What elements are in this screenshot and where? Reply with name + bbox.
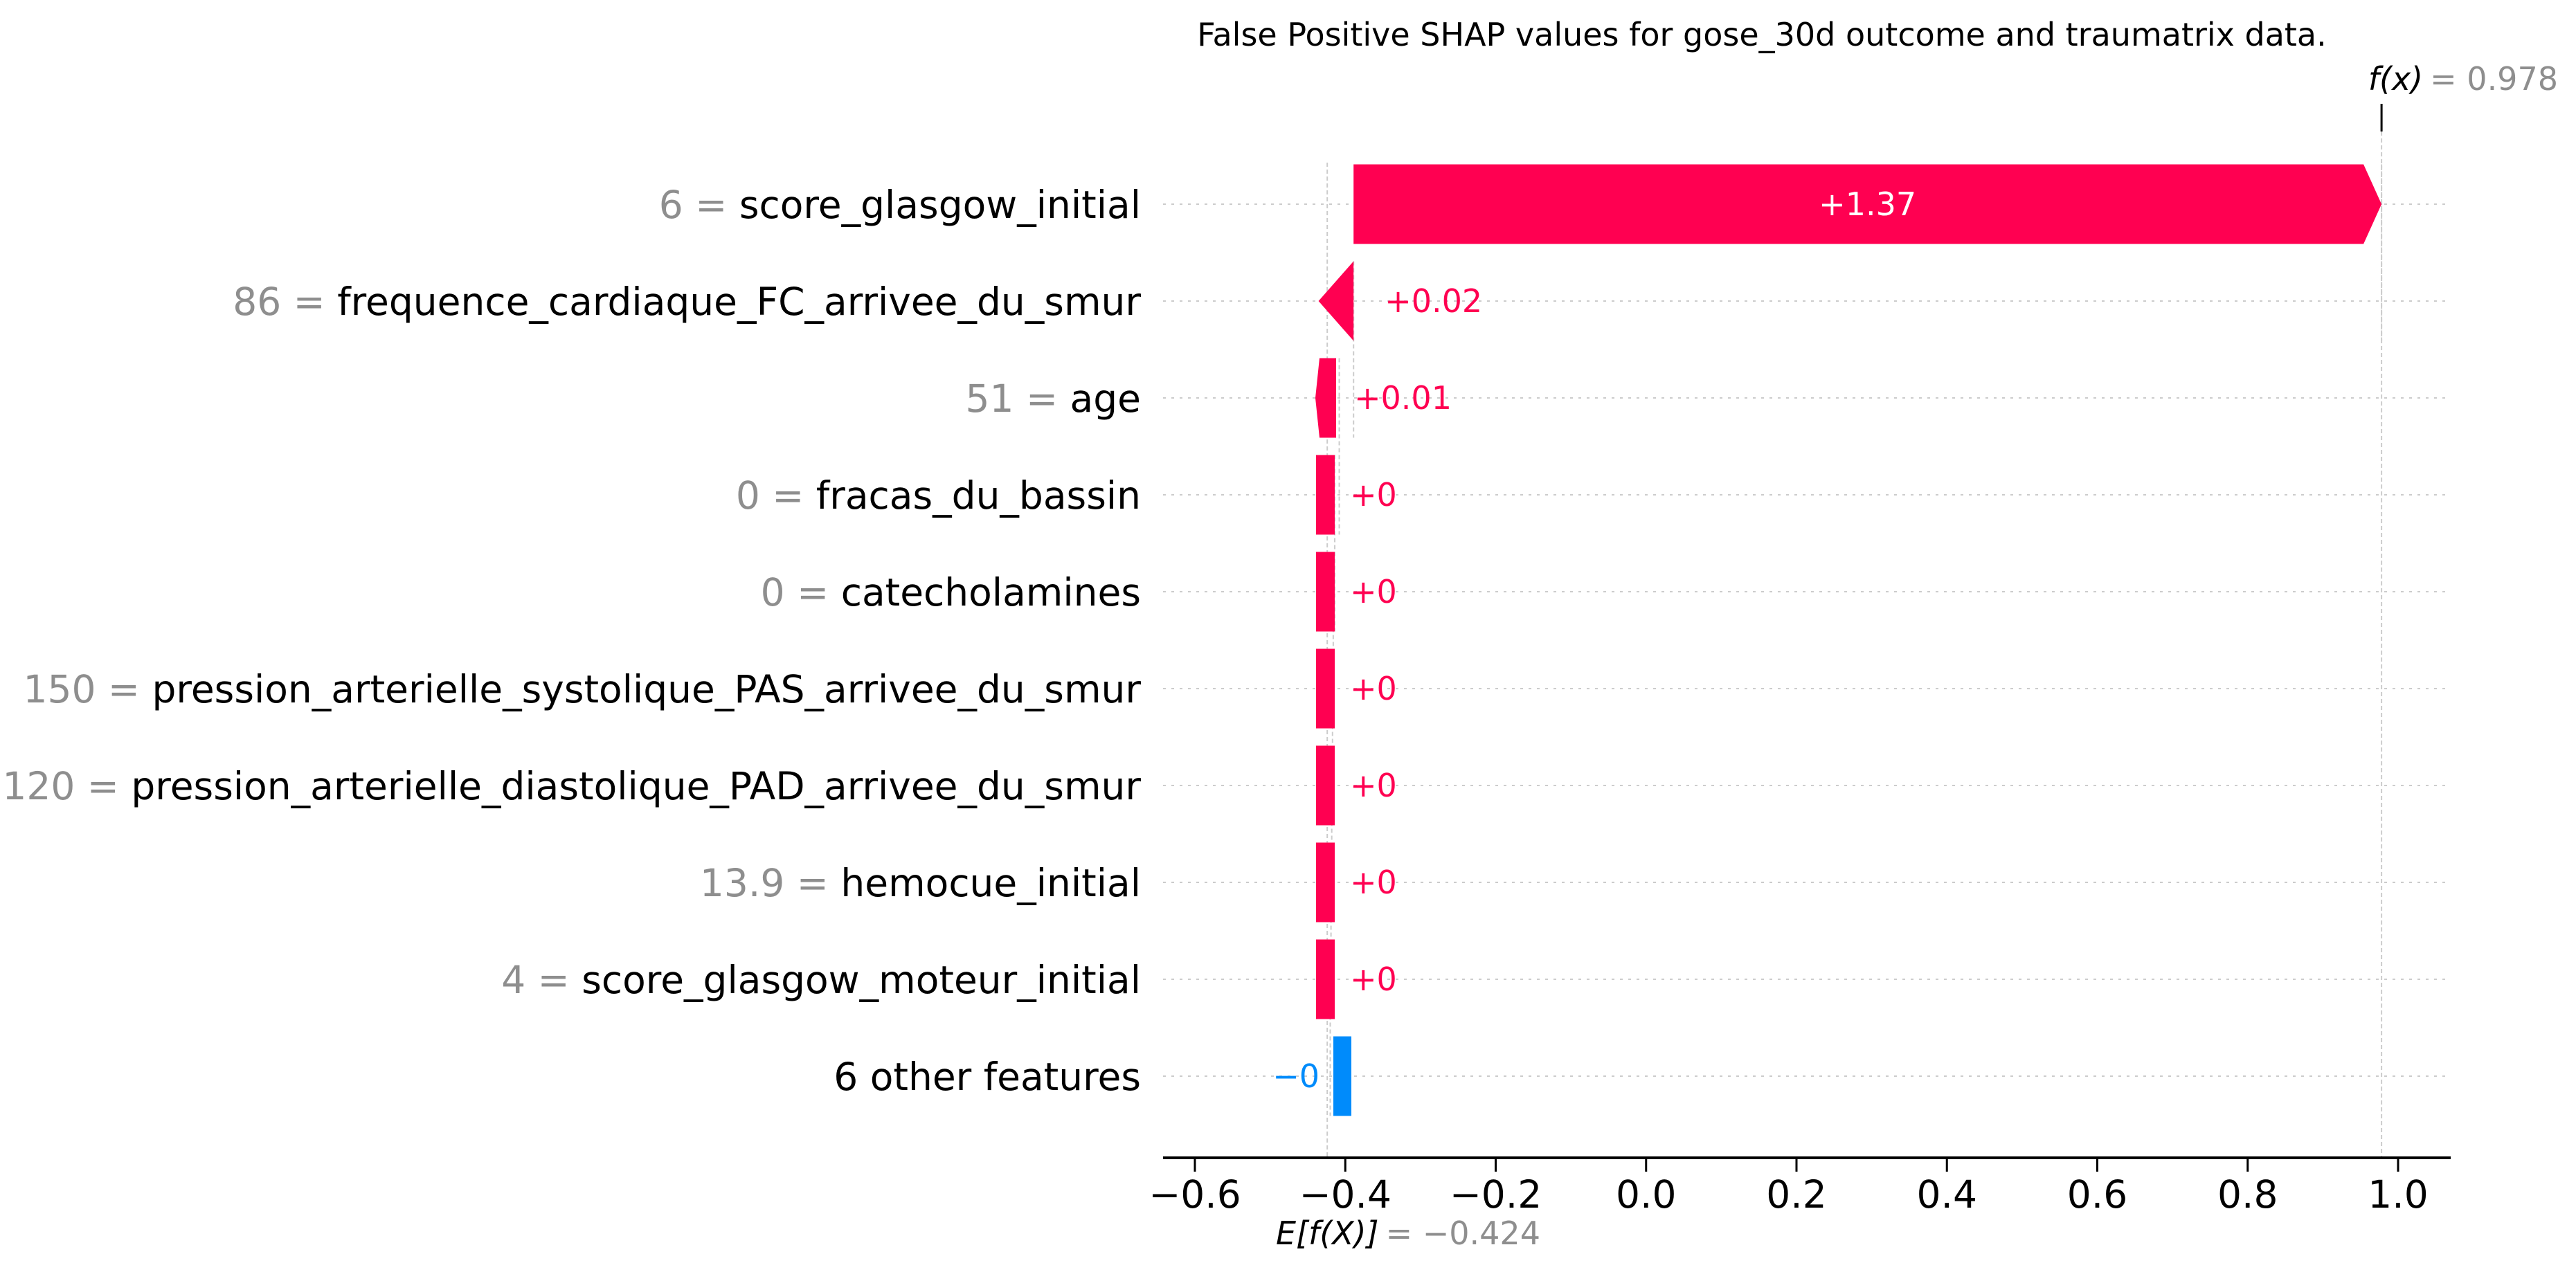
bar-2 (1318, 261, 1354, 341)
x-tick-label: −0.2 (1450, 1172, 1542, 1217)
bar-3 (1315, 358, 1336, 438)
efx-label: E[f(X)] = −0.424 (1276, 1215, 1540, 1252)
feature-value: 4 (501, 958, 525, 1002)
bar-value-label: +0 (1350, 670, 1397, 707)
x-axis: −0.6 −0.4 −0.2 0.0 0.2 0.4 0.6 0.8 1.0 (1149, 1156, 2451, 1217)
feature-name: frequence_cardiaque_FC_arrivee_du_smur (337, 280, 1141, 324)
feature-value: 120 (2, 764, 75, 808)
feature-label: 6 other features (834, 1055, 1141, 1099)
equals-sign: = (784, 861, 840, 905)
feature-labels: 6 = score_glasgow_initial 86 = frequence_… (2, 183, 1141, 1099)
fx-label: f(x) = 0.978 (2368, 60, 2558, 98)
x-ticks: −0.6 −0.4 −0.2 0.0 0.2 0.4 0.6 0.8 1.0 (1149, 1158, 2429, 1217)
equals-sign: = (75, 764, 131, 808)
feature-label: 13.9 = hemocue_initial (700, 861, 1141, 905)
feature-name: catecholamines (841, 570, 1141, 615)
equals-sign: = (683, 183, 739, 227)
x-tick-label: −0.4 (1299, 1172, 1391, 1217)
bar-5 (1316, 552, 1335, 632)
bar-value-label: +0 (1350, 767, 1397, 804)
bar-value-label: −0 (1272, 1057, 1319, 1095)
feature-label: 150 = pression_arterielle_systolique_PAS… (23, 667, 1141, 711)
reference-lines (1326, 104, 2383, 1158)
bar-value-label: +0.02 (1385, 282, 1482, 320)
equals-sign: = (760, 473, 816, 518)
feature-name: 6 other features (834, 1055, 1141, 1099)
bar-6 (1316, 648, 1335, 729)
feature-label: 0 = fracas_du_bassin (736, 473, 1141, 518)
feature-name: pression_arterielle_diastolique_PAD_arri… (131, 764, 1141, 808)
grid-lines (1163, 203, 2451, 1077)
bar-8 (1316, 842, 1335, 923)
feature-label: 0 = catecholamines (761, 570, 1141, 615)
equals-sign: = (96, 667, 152, 711)
bar-value-label: +1.37 (1819, 185, 1916, 223)
feature-value: 0 (736, 473, 760, 518)
bar-10 (1333, 1036, 1351, 1116)
feature-name: hemocue_initial (840, 861, 1141, 905)
efx-annotation: E[f(X)] = −0.424 (1276, 1215, 1540, 1252)
x-tick-label: 0.2 (1766, 1172, 1826, 1217)
feature-label: 86 = frequence_cardiaque_FC_arrivee_du_s… (233, 280, 1141, 324)
feature-label: 4 = score_glasgow_moteur_initial (501, 958, 1141, 1002)
chart-title: False Positive SHAP values for gose_30d … (1197, 16, 2327, 53)
x-tick-label: 0.8 (2217, 1172, 2278, 1217)
equals-sign: = (525, 958, 582, 1002)
bar-4 (1316, 455, 1335, 535)
bar-value-label: +0 (1350, 864, 1397, 901)
x-tick-label: 1.0 (2368, 1172, 2428, 1217)
feature-label: 51 = age (965, 376, 1141, 421)
bar-value-label: +0 (1350, 573, 1397, 610)
equals-sign: = (281, 280, 337, 324)
feature-name: score_glasgow_moteur_initial (582, 958, 1141, 1002)
bar-value-label: +0 (1350, 476, 1397, 514)
feature-name: fracas_du_bassin (816, 473, 1141, 518)
equals-sign: = (785, 570, 841, 615)
x-tick-label: 0.4 (1917, 1172, 1977, 1217)
feature-value: 13.9 (700, 861, 784, 905)
bar-1 (1353, 164, 2382, 244)
feature-value: 150 (23, 667, 96, 711)
feature-label: 6 = score_glasgow_initial (659, 183, 1141, 227)
feature-value: 0 (761, 570, 785, 615)
x-tick-label: 0.6 (2067, 1172, 2127, 1217)
feature-name: score_glasgow_initial (739, 183, 1141, 227)
bar-7 (1316, 745, 1335, 826)
fx-annotation: f(x) = 0.978 (2368, 60, 2558, 98)
equals-sign: = (1014, 376, 1070, 421)
x-tick-label: −0.6 (1149, 1172, 1241, 1217)
bar-labels: +1.37 +0.02 +0.01 +0 +0 +0 +0 +0 +0 −0 (1272, 185, 1916, 1095)
feature-value: 51 (965, 376, 1014, 421)
feature-value: 6 (659, 183, 683, 227)
feature-name: age (1070, 376, 1141, 421)
feature-name: pression_arterielle_systolique_PAS_arriv… (152, 667, 1142, 711)
bar-9 (1316, 939, 1335, 1019)
bar-value-label: +0.01 (1354, 379, 1452, 417)
x-tick-label: 0.0 (1616, 1172, 1676, 1217)
feature-value: 86 (233, 280, 281, 324)
bar-value-label: +0 (1350, 961, 1397, 998)
feature-label: 120 = pression_arterielle_diastolique_PA… (2, 764, 1141, 808)
bars (1315, 164, 2382, 1116)
